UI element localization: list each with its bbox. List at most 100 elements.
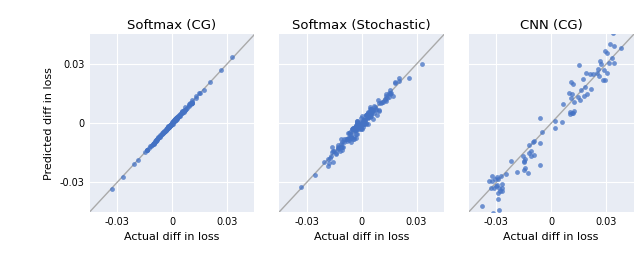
Point: [164, 124, 174, 128]
Point: [519, 167, 529, 172]
Point: [526, 149, 536, 153]
Point: [374, 100, 385, 105]
Point: [337, 145, 347, 149]
Point: [142, 148, 152, 152]
Point: [363, 111, 373, 115]
Point: [151, 138, 161, 142]
Point: [336, 145, 346, 149]
Point: [381, 94, 392, 98]
Point: [341, 137, 351, 141]
Point: [162, 127, 172, 131]
Point: [157, 131, 167, 135]
Point: [171, 116, 181, 121]
Point: [342, 131, 353, 135]
Point: [350, 128, 360, 132]
Point: [487, 179, 497, 183]
Point: [187, 101, 197, 105]
Point: [578, 77, 588, 81]
Point: [163, 125, 173, 129]
Point: [476, 204, 486, 208]
Point: [351, 122, 362, 127]
Point: [159, 130, 170, 134]
Point: [600, 78, 610, 82]
Point: [180, 107, 190, 112]
Point: [390, 80, 400, 84]
Point: [568, 109, 579, 113]
Point: [187, 101, 197, 105]
Point: [180, 108, 190, 112]
Point: [529, 153, 539, 157]
Point: [163, 125, 173, 129]
Point: [381, 96, 392, 100]
Point: [172, 116, 182, 120]
Point: [384, 95, 394, 99]
Point: [385, 91, 395, 95]
Point: [169, 119, 179, 123]
Point: [490, 177, 500, 181]
Point: [529, 140, 539, 144]
Point: [519, 158, 529, 163]
Point: [609, 43, 619, 48]
Point: [179, 109, 189, 113]
Point: [374, 109, 384, 114]
Point: [417, 62, 427, 66]
Point: [520, 166, 531, 170]
Point: [171, 118, 181, 122]
Point: [161, 127, 171, 131]
Point: [493, 177, 503, 181]
Point: [500, 171, 511, 176]
Point: [150, 139, 160, 143]
Point: [170, 119, 180, 123]
Point: [177, 111, 187, 115]
Point: [492, 175, 502, 179]
Point: [160, 129, 170, 133]
Point: [490, 184, 500, 188]
Point: [140, 150, 150, 154]
Point: [164, 124, 175, 128]
Point: [169, 118, 179, 122]
Point: [616, 46, 626, 50]
Point: [329, 149, 339, 153]
Point: [185, 101, 195, 105]
Point: [367, 110, 378, 114]
Point: [150, 139, 161, 143]
Point: [350, 128, 360, 132]
Point: [153, 136, 163, 140]
Point: [216, 68, 227, 72]
X-axis label: Actual diff in loss: Actual diff in loss: [314, 232, 410, 242]
Point: [349, 136, 359, 141]
Point: [348, 137, 358, 142]
Point: [524, 143, 534, 147]
Point: [154, 135, 164, 140]
Point: [349, 126, 360, 130]
Point: [360, 113, 371, 117]
Point: [156, 134, 166, 138]
Point: [156, 135, 166, 139]
Point: [195, 91, 205, 95]
Point: [366, 109, 376, 114]
Point: [342, 139, 352, 143]
Point: [371, 105, 381, 109]
Point: [355, 121, 365, 125]
Point: [164, 125, 174, 129]
Point: [356, 116, 367, 121]
Point: [205, 80, 216, 84]
X-axis label: Actual diff in loss: Actual diff in loss: [504, 232, 599, 242]
Point: [484, 179, 494, 183]
X-axis label: Actual diff in loss: Actual diff in loss: [124, 232, 220, 242]
Point: [198, 88, 209, 92]
Point: [347, 127, 357, 131]
Point: [167, 122, 177, 126]
Point: [365, 112, 375, 117]
Point: [535, 116, 545, 120]
Point: [353, 125, 364, 129]
Point: [359, 118, 369, 122]
Point: [171, 116, 181, 120]
Point: [337, 148, 347, 152]
Point: [363, 115, 373, 119]
Point: [151, 139, 161, 143]
Point: [488, 211, 498, 215]
Point: [365, 109, 375, 113]
Point: [380, 98, 390, 102]
Point: [184, 102, 195, 106]
